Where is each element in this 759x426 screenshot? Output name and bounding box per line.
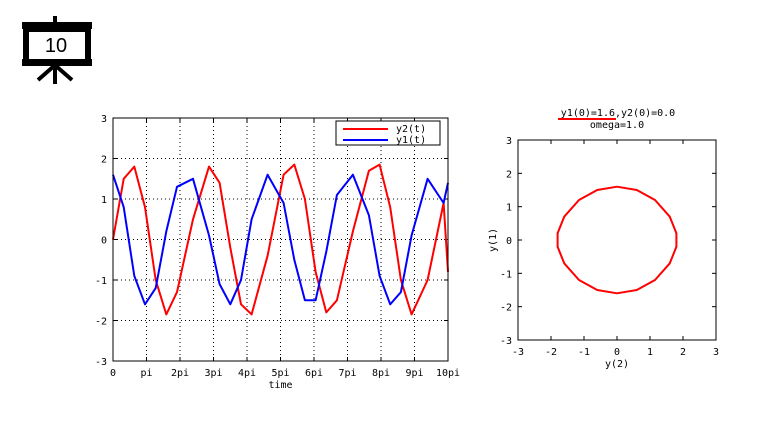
y-tick-label: -1 bbox=[95, 276, 107, 287]
x-tick-label: pi bbox=[140, 368, 152, 379]
x-tick-label: -1 bbox=[578, 347, 590, 358]
orbit-curve bbox=[556, 185, 678, 295]
y-tick-label: 3 bbox=[101, 114, 107, 125]
slide-number-badge: 10 bbox=[22, 16, 92, 86]
time-series-chart: 0 pi 2pi 3pi 4pi 5pi 6pi 7pi 8pi 9pi 10pi -3 -2 -1 0 1 2… bbox=[95, 114, 460, 391]
x-tick-label: 3pi bbox=[204, 368, 222, 379]
y-tick-label: -3 bbox=[95, 357, 107, 368]
y-tick-label: 0 bbox=[506, 236, 512, 247]
x-tick-label: 8pi bbox=[372, 368, 390, 379]
y-tick-label: 0 bbox=[101, 236, 107, 247]
x-axis-label: y(2) bbox=[605, 359, 629, 370]
x-tick-label: 6pi bbox=[305, 368, 323, 379]
chart-title: y1(0)=1.6,y2(0)=0.0 bbox=[561, 108, 675, 119]
y-tick-label: -1 bbox=[500, 269, 512, 280]
plot-frame bbox=[517, 139, 717, 341]
x-tick-label: 0 bbox=[614, 347, 620, 358]
y-axis-label: y(1) bbox=[488, 228, 499, 252]
x-tick-label: -2 bbox=[545, 347, 557, 358]
y-tick-label: 1 bbox=[101, 195, 107, 206]
x-tick-label: 0 bbox=[110, 368, 116, 379]
presentation-board-icon: 10 bbox=[22, 16, 92, 84]
y-tick-label: -2 bbox=[500, 303, 512, 314]
x-tick-label: 1 bbox=[647, 347, 653, 358]
y-tick-label: 2 bbox=[101, 155, 107, 166]
series-line-y1(t) bbox=[112, 173, 449, 306]
plot-frame bbox=[112, 117, 449, 362]
y-tick-label: 3 bbox=[506, 136, 512, 147]
x-tick-label: 2pi bbox=[171, 368, 189, 379]
y-tick-label: 1 bbox=[506, 203, 512, 214]
x-tick-label: 9pi bbox=[405, 368, 423, 379]
y-tick-label: 2 bbox=[506, 169, 512, 180]
series-line-y2(t) bbox=[112, 163, 449, 316]
y-tick-label: -3 bbox=[500, 336, 512, 347]
legend: y2(t)y1(t) bbox=[335, 120, 441, 146]
x-tick-label: 5pi bbox=[271, 368, 289, 379]
legend-label: y1(t) bbox=[396, 135, 426, 146]
chart-subtitle: omega=1.0 bbox=[590, 120, 644, 131]
x-tick-label: -3 bbox=[512, 347, 524, 358]
slide-number: 10 bbox=[45, 35, 67, 57]
legend-label: y2(t) bbox=[396, 124, 426, 135]
x-axis-label: time bbox=[268, 380, 292, 391]
x-tick-label: 4pi bbox=[238, 368, 256, 379]
x-tick-label: 10pi bbox=[436, 368, 460, 379]
x-tick-label: 2 bbox=[680, 347, 686, 358]
x-tick-label: 3 bbox=[713, 347, 719, 358]
y-tick-label: -2 bbox=[95, 317, 107, 328]
phase-portrait-chart: -3 -2 -1 0 1 2 3 -3 -2 -1 0 1 2 3 y1(0)=1.6,y2(0)=0.0o… bbox=[488, 108, 719, 370]
x-tick-label: 7pi bbox=[338, 368, 356, 379]
